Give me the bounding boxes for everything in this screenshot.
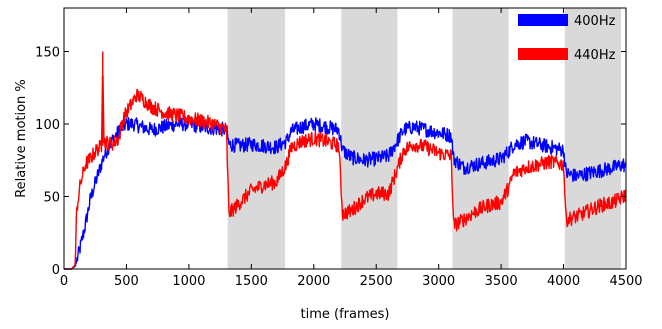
y-tick-label: 100 — [35, 118, 60, 133]
legend-label-440hz: 440Hz — [574, 48, 616, 63]
series-line-400hz — [63, 116, 627, 270]
shaded-interval-4 — [564, 8, 622, 269]
shaded-interval-3 — [452, 8, 509, 269]
x-tick-label: 3500 — [485, 274, 518, 289]
x-tick-label: 4000 — [547, 274, 580, 289]
legend-swatch-400hz — [518, 14, 568, 26]
x-tick-label: 1500 — [235, 274, 268, 289]
x-tick-label: 3000 — [422, 274, 455, 289]
legend: 400Hz 440Hz — [518, 14, 616, 63]
x-tick-label: 500 — [114, 274, 139, 289]
x-tick-label: 2500 — [360, 274, 393, 289]
x-axis-title: time (frames) — [301, 307, 390, 322]
x-tick-label: 1000 — [172, 274, 205, 289]
y-tick-label: 0 — [52, 263, 60, 278]
series-lines — [63, 51, 627, 270]
shaded-interval-2 — [341, 8, 398, 269]
y-axis-title: Relative motion % — [14, 79, 29, 198]
x-tick-label: 4500 — [609, 274, 642, 289]
plot-frame — [63, 7, 627, 270]
series-line-440hz — [63, 74, 627, 270]
x-tick-label: 0 — [60, 274, 68, 289]
y-tick-label: 50 — [43, 191, 60, 206]
x-tick-label: 2000 — [297, 274, 330, 289]
shaded-intervals — [227, 8, 622, 269]
axis-ticks: 0 500 1000 1500 2000 2500 3000 3500 4000 4500 0 50 1… — [35, 8, 643, 289]
y-tick-label: 150 — [35, 46, 60, 61]
legend-label-400hz: 400Hz — [574, 14, 616, 29]
legend-swatch-440hz — [518, 48, 568, 60]
